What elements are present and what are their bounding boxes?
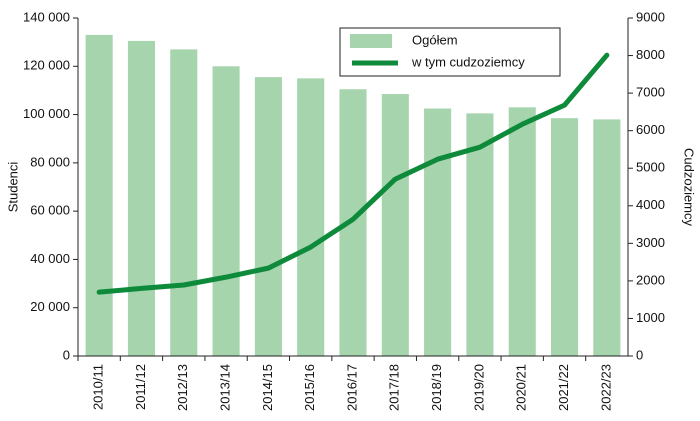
x-tick-label: 2020/21 <box>514 364 529 411</box>
x-tick-label: 2014/15 <box>260 364 275 411</box>
y2-tick-label: 1000 <box>636 310 665 325</box>
y-tick-label: 80 000 <box>30 154 70 169</box>
y2-tick-label: 6000 <box>636 122 665 137</box>
bar <box>170 49 198 357</box>
x-tick-label: 2018/19 <box>429 364 444 411</box>
legend-label: Ogółem <box>412 32 458 47</box>
y2-tick-label: 7000 <box>636 85 665 100</box>
bar <box>127 40 155 356</box>
y-tick-label: 120 000 <box>23 58 70 73</box>
bar <box>551 118 579 356</box>
bar <box>254 77 282 357</box>
y2-tick-label: 3000 <box>636 235 665 250</box>
bar <box>466 113 494 356</box>
x-tick-label: 2012/13 <box>175 364 190 411</box>
bar <box>381 94 409 357</box>
y-tick-label: 100 000 <box>23 106 70 121</box>
y2-tick-label: 4000 <box>636 197 665 212</box>
x-tick-label: 2017/18 <box>387 364 402 411</box>
bar <box>212 66 240 357</box>
bar <box>508 107 536 356</box>
line-series <box>96 52 610 295</box>
y-tick-label: 140 000 <box>23 9 70 24</box>
x-tick-label: 2021/22 <box>556 364 571 411</box>
bar <box>297 78 325 356</box>
x-tick-label: 2016/17 <box>344 364 359 411</box>
y2-tick-label: 0 <box>636 347 643 362</box>
y2-tick-label: 9000 <box>636 9 665 24</box>
y2-tick-label: 5000 <box>636 160 665 175</box>
y2-tick-label: 8000 <box>636 47 665 62</box>
legend-swatch <box>350 34 392 48</box>
y-tick-label: 60 000 <box>30 203 70 218</box>
y-axis-label: Studenci <box>5 162 20 213</box>
x-tick-label: 2022/23 <box>598 364 613 411</box>
x-tick-label: 2015/16 <box>302 364 317 411</box>
x-tick-label: 2010/11 <box>91 364 106 410</box>
x-tick-label: 2011/12 <box>133 364 148 410</box>
x-tick-label: 2019/20 <box>471 364 486 411</box>
y-tick-label: 20 000 <box>30 299 70 314</box>
y2-tick-label: 2000 <box>636 272 665 287</box>
y2-axis-label: Cudzoziemcy <box>682 148 697 227</box>
bar <box>593 119 621 357</box>
legend-label: w tym cudzoziemcy <box>411 54 525 69</box>
y-tick-label: 40 000 <box>30 251 70 266</box>
bar <box>85 34 113 357</box>
bar <box>424 108 452 357</box>
y-tick-label: 0 <box>63 347 70 362</box>
x-tick-label: 2013/14 <box>218 364 233 411</box>
